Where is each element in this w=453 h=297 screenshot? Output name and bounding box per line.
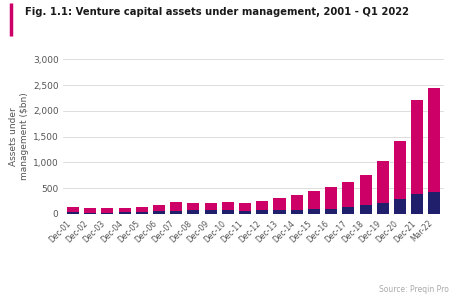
- Bar: [119, 212, 130, 214]
- Bar: [222, 211, 234, 214]
- Bar: [239, 203, 251, 211]
- Bar: [119, 208, 130, 212]
- Bar: [325, 209, 337, 214]
- Bar: [84, 208, 96, 213]
- Bar: [170, 202, 182, 211]
- Bar: [308, 209, 320, 214]
- Bar: [256, 201, 268, 211]
- Bar: [188, 203, 199, 211]
- Bar: [360, 175, 371, 205]
- Bar: [256, 211, 268, 214]
- Bar: [429, 192, 440, 214]
- Bar: [429, 88, 440, 192]
- Bar: [291, 195, 303, 210]
- Bar: [325, 187, 337, 209]
- Text: Source: Preqin Pro: Source: Preqin Pro: [379, 285, 448, 294]
- Bar: [342, 207, 354, 214]
- Bar: [377, 161, 389, 203]
- Bar: [411, 99, 423, 194]
- Bar: [411, 194, 423, 214]
- Bar: [394, 199, 406, 214]
- Bar: [274, 198, 285, 210]
- Bar: [222, 202, 234, 211]
- Bar: [153, 211, 165, 214]
- Y-axis label: Assets under
management ($bn): Assets under management ($bn): [9, 93, 29, 181]
- Bar: [342, 182, 354, 207]
- Bar: [101, 213, 113, 214]
- Bar: [205, 211, 217, 214]
- Bar: [170, 211, 182, 214]
- Bar: [239, 211, 251, 214]
- Bar: [291, 210, 303, 214]
- Bar: [274, 210, 285, 214]
- Bar: [67, 212, 79, 214]
- Bar: [205, 203, 217, 211]
- Bar: [377, 203, 389, 214]
- Bar: [360, 205, 371, 214]
- Bar: [136, 207, 148, 212]
- Text: Fig. 1.1: Venture capital assets under management, 2001 - Q1 2022: Fig. 1.1: Venture capital assets under m…: [25, 7, 409, 18]
- Bar: [153, 205, 165, 211]
- Bar: [136, 212, 148, 214]
- Bar: [101, 208, 113, 213]
- Bar: [394, 141, 406, 199]
- Bar: [308, 191, 320, 209]
- Bar: [84, 213, 96, 214]
- Bar: [188, 211, 199, 214]
- Bar: [67, 207, 79, 212]
